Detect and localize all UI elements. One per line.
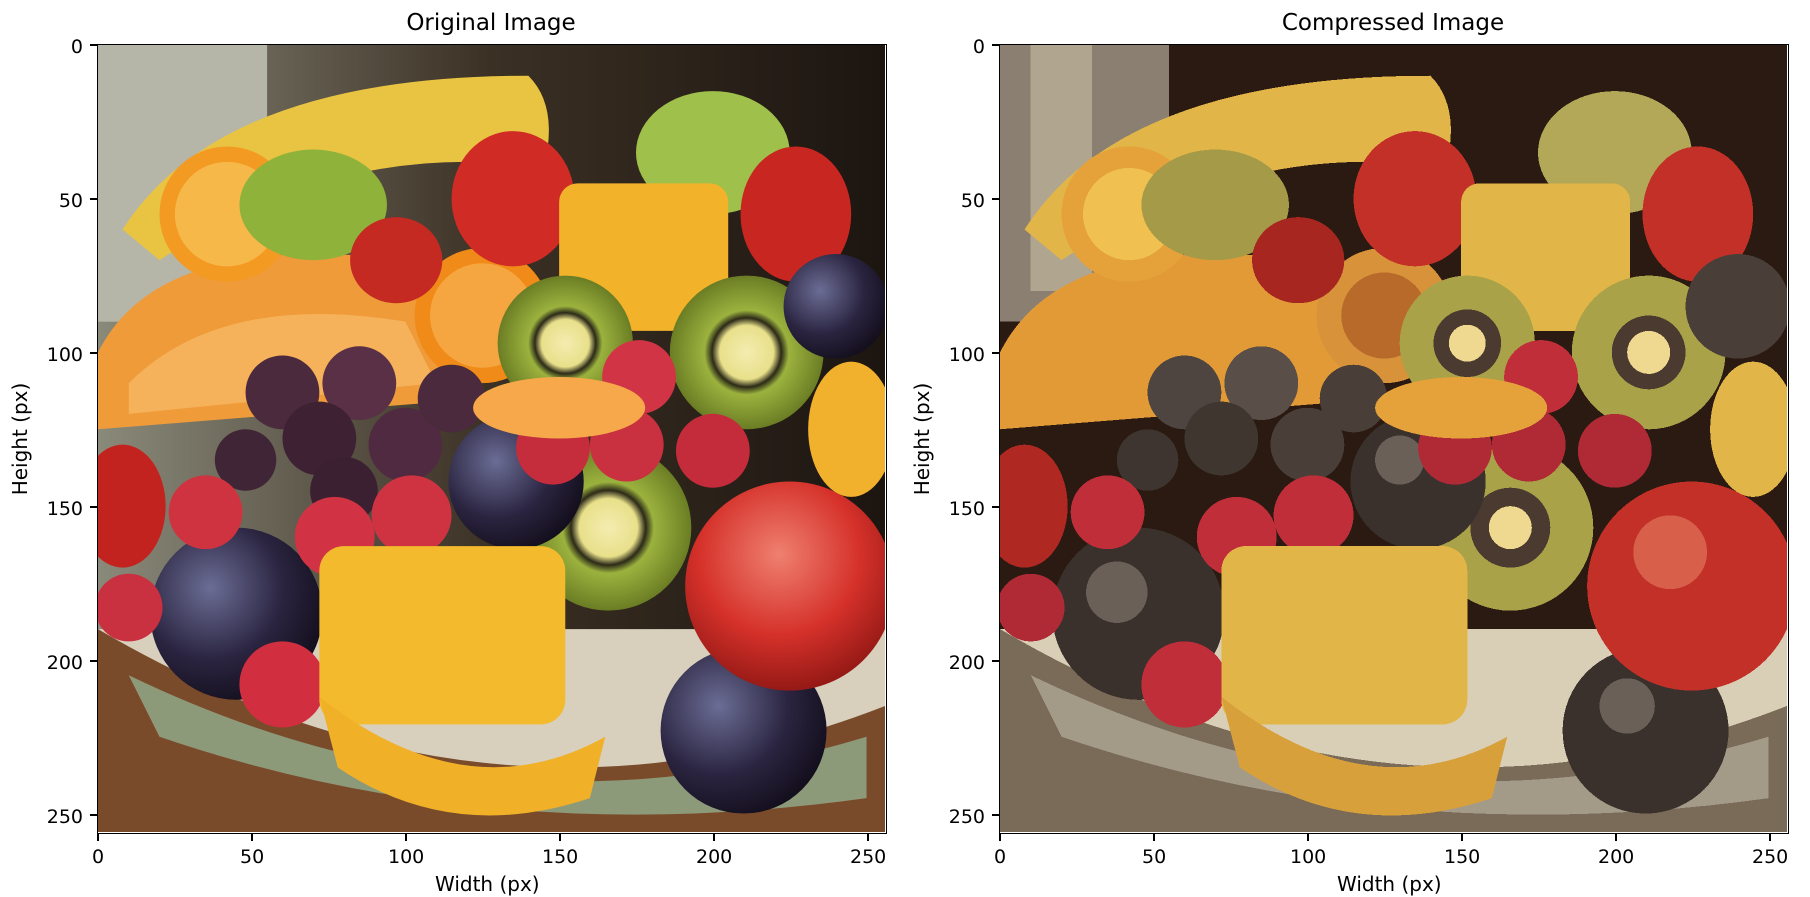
x-tick-label: 250 (850, 846, 887, 868)
x-tick (251, 834, 253, 841)
y-tick-label: 50 (58, 190, 83, 212)
y-tick (992, 660, 999, 662)
y-tick (90, 660, 97, 662)
y-axis-label: Height (px) (910, 382, 934, 496)
x-tick-label: 250 (1752, 846, 1789, 868)
y-tick-label: 250 (948, 806, 985, 828)
y-tick (992, 506, 999, 508)
y-tick-label: 150 (948, 498, 985, 520)
y-tick-label: 100 (948, 344, 985, 366)
x-tick-label: 50 (240, 846, 265, 868)
x-tick (867, 834, 869, 841)
x-tick-label: 150 (542, 846, 579, 868)
y-tick (992, 44, 999, 46)
x-tick-label: 0 (92, 846, 105, 868)
x-tick (1769, 834, 1771, 841)
x-axis-label: Width (px) (1337, 872, 1442, 896)
x-tick-label: 100 (1290, 846, 1327, 868)
y-tick (992, 198, 999, 200)
x-tick-label: 100 (388, 846, 425, 868)
x-tick (1307, 834, 1309, 841)
x-tick (999, 834, 1001, 841)
panel-compressed: Compressed Image (902, 0, 1807, 897)
y-tick (992, 814, 999, 816)
x-tick (97, 834, 99, 841)
image-frame-compressed (999, 44, 1789, 834)
y-tick (90, 352, 97, 354)
x-tick (405, 834, 407, 841)
x-tick (559, 834, 561, 841)
y-tick-label: 250 (46, 806, 83, 828)
x-tick-label: 200 (1598, 846, 1635, 868)
y-tick (90, 814, 97, 816)
y-axis-label: Height (px) (8, 382, 32, 496)
y-tick (90, 198, 97, 200)
x-tick-label: 0 (994, 846, 1007, 868)
panel-title: Original Image (406, 10, 576, 36)
x-tick (1615, 834, 1617, 841)
image-frame-original (97, 44, 887, 834)
y-tick-label: 50 (960, 190, 985, 212)
y-tick-label: 150 (46, 498, 83, 520)
x-tick-label: 150 (1444, 846, 1481, 868)
y-tick (90, 506, 97, 508)
panel-original: Original Image (8, 10, 887, 896)
y-tick-label: 0 (70, 36, 83, 58)
y-tick-label: 0 (972, 36, 985, 58)
x-tick (1461, 834, 1463, 841)
x-tick-label: 200 (696, 846, 733, 868)
x-tick-label: 50 (1142, 846, 1167, 868)
y-tick-label: 200 (46, 652, 83, 674)
panel-title: Compressed Image (1281, 10, 1505, 36)
y-tick (992, 352, 999, 354)
x-tick (1153, 834, 1155, 841)
fruit-bowl-photo (98, 45, 885, 832)
y-tick-label: 200 (948, 652, 985, 674)
y-tick-label: 100 (46, 344, 83, 366)
x-tick (713, 834, 715, 841)
x-axis-label: Width (px) (435, 872, 540, 896)
fruit-bowl-color-quantized (1000, 45, 1787, 832)
y-tick (90, 44, 97, 46)
